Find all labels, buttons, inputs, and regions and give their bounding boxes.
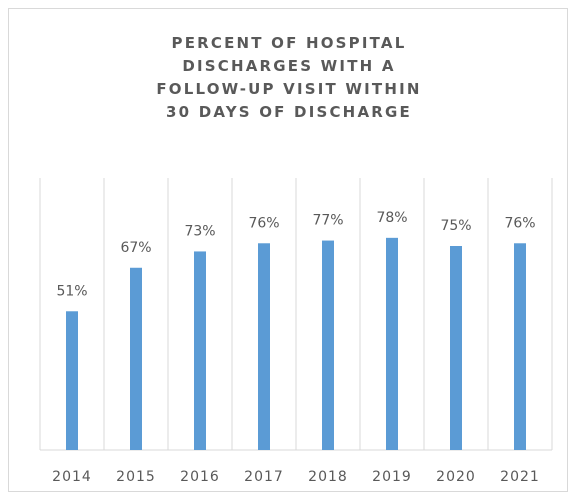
x-tick-label: 2017	[244, 469, 284, 485]
data-label: 73%	[184, 223, 215, 239]
bar	[66, 311, 78, 450]
bar	[450, 246, 462, 450]
bar	[130, 267, 142, 450]
data-label: 76%	[504, 215, 535, 231]
data-label: 78%	[376, 210, 407, 226]
x-tick-label: 2020	[436, 469, 476, 485]
data-label: 75%	[440, 218, 471, 234]
x-tick-label: 2021	[500, 469, 540, 485]
data-label: 51%	[56, 283, 87, 299]
chart-border	[8, 8, 568, 492]
x-tick-label: 2015	[116, 469, 156, 485]
data-label: 67%	[120, 240, 151, 256]
bar	[514, 243, 526, 450]
x-tick-label: 2014	[52, 469, 92, 485]
x-tick-label: 2018	[308, 469, 348, 485]
bar	[194, 251, 206, 450]
bar	[386, 237, 398, 450]
bar	[322, 240, 334, 450]
data-label: 76%	[248, 215, 279, 231]
chart-title: PERCENT OF HOSPITAL DISCHARGES WITH A FO…	[156, 34, 422, 121]
x-tick-label: 2016	[180, 469, 220, 485]
x-tick-label: 2019	[372, 469, 412, 485]
data-label: 77%	[312, 213, 343, 229]
bar	[258, 243, 270, 450]
